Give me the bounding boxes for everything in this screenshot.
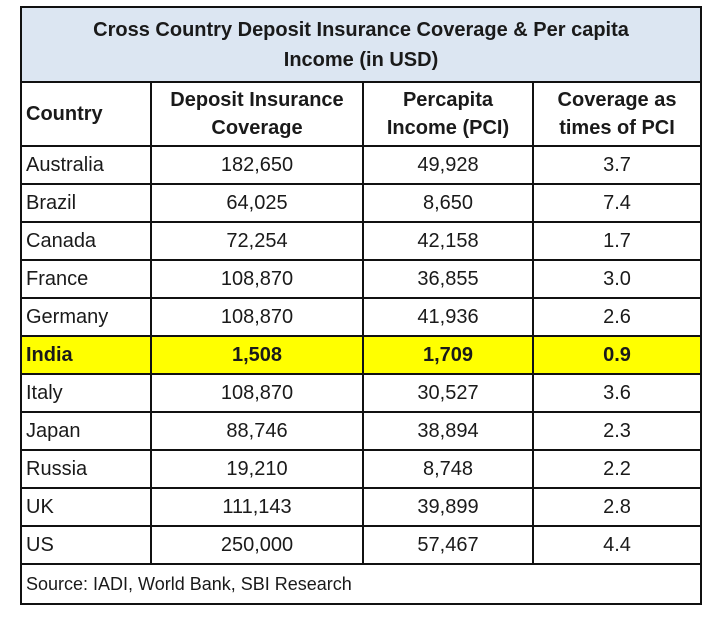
cell-coverage: 1,508: [150, 335, 364, 375]
cell-pci: 8,650: [362, 183, 534, 223]
cell-pci: 57,467: [362, 525, 534, 565]
cell-pci: 36,855: [362, 259, 534, 299]
cell-pci: 38,894: [362, 411, 534, 451]
cell-pci: 39,899: [362, 487, 534, 527]
cell-pci: 49,928: [362, 145, 534, 185]
cell-country: US: [20, 525, 152, 565]
table-row: Japan 88,746 38,894 2.3: [20, 411, 703, 451]
cell-country: Canada: [20, 221, 152, 261]
cell-times: 7.4: [531, 183, 703, 223]
column-header-pci: Percapita Income (PCI): [362, 81, 534, 147]
cell-times: 0.9: [531, 335, 703, 375]
cell-times: 1.7: [531, 221, 703, 261]
cell-coverage: 111,143: [150, 487, 364, 527]
column-header-pci-line-1: Percapita: [402, 89, 494, 111]
table-row: UK 111,143 39,899 2.8: [20, 487, 703, 527]
table-row-highlighted: India 1,508 1,709 0.9: [20, 335, 703, 375]
cell-country: Russia: [20, 449, 152, 489]
table-frame: Cross Country Deposit Insurance Coverage…: [19, 6, 703, 605]
cell-pci: 1,709: [362, 335, 534, 375]
cell-coverage: 108,870: [150, 373, 364, 413]
cell-pci: 42,158: [362, 221, 534, 261]
cell-times: 3.0: [531, 259, 703, 299]
table-row: Italy 108,870 30,527 3.6: [20, 373, 703, 413]
cell-coverage: 72,254: [150, 221, 364, 261]
cell-country: Italy: [20, 373, 152, 413]
cell-times: 2.3: [531, 411, 703, 451]
column-header-country: Country: [20, 81, 152, 147]
table-row: Australia 182,650 49,928 3.7: [20, 145, 703, 185]
table-row: Russia 19,210 8,748 2.2: [20, 449, 703, 489]
source-note: Source: IADI, World Bank, SBI Research: [19, 563, 703, 605]
cell-coverage: 108,870: [150, 297, 364, 337]
table-row: Brazil 64,025 8,650 7.4: [20, 183, 703, 223]
table-title-line-2: Income (in USD): [283, 48, 439, 71]
column-header-coverage: Deposit Insurance Coverage: [150, 81, 364, 147]
cell-coverage: 64,025: [150, 183, 364, 223]
column-header-times: Coverage as times of PCI: [531, 81, 703, 147]
column-header-times-line-1: Coverage as: [557, 89, 677, 111]
cell-times: 2.8: [531, 487, 703, 527]
cell-country: France: [20, 259, 152, 299]
cell-times: 2.2: [531, 449, 703, 489]
cell-times: 3.7: [531, 145, 703, 185]
cell-coverage: 108,870: [150, 259, 364, 299]
column-header-coverage-line-1: Deposit Insurance: [170, 89, 344, 111]
column-header-times-line-2: times of PCI: [559, 117, 675, 139]
table-title: Cross Country Deposit Insurance Coverage…: [19, 6, 703, 83]
cell-coverage: 250,000: [150, 525, 364, 565]
column-header-pci-line-2: Income (PCI): [386, 117, 510, 139]
table-row: Canada 72,254 42,158 1.7: [20, 221, 703, 261]
cell-coverage: 182,650: [150, 145, 364, 185]
cell-pci: 41,936: [362, 297, 534, 337]
cell-times: 4.4: [531, 525, 703, 565]
cell-coverage: 88,746: [150, 411, 364, 451]
cell-country: Japan: [20, 411, 152, 451]
column-header-coverage-line-2: Coverage: [211, 117, 303, 139]
cell-country: Brazil: [20, 183, 152, 223]
table-row: France 108,870 36,855 3.0: [20, 259, 703, 299]
cell-pci: 30,527: [362, 373, 534, 413]
table-row: US 250,000 57,467 4.4: [20, 525, 703, 565]
table-row: Germany 108,870 41,936 2.6: [20, 297, 703, 337]
header-row: Country Deposit Insurance Coverage Perca…: [20, 81, 703, 147]
cell-coverage: 19,210: [150, 449, 364, 489]
cell-country: India: [20, 335, 152, 375]
deposit-insurance-table: Cross Country Deposit Insurance Coverage…: [19, 6, 703, 605]
cell-country: Australia: [20, 145, 152, 185]
cell-pci: 8,748: [362, 449, 534, 489]
cell-country: Germany: [20, 297, 152, 337]
cell-country: UK: [20, 487, 152, 527]
cell-times: 2.6: [531, 297, 703, 337]
cell-times: 3.6: [531, 373, 703, 413]
table-title-line-1: Cross Country Deposit Insurance Coverage…: [93, 18, 629, 41]
